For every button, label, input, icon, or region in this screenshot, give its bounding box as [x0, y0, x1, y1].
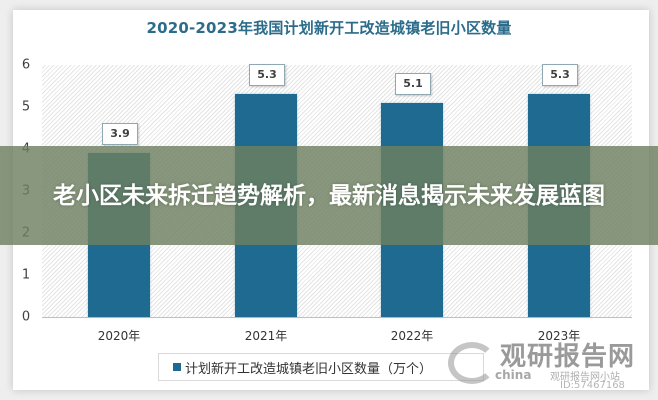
x-tick: 2020年	[97, 329, 141, 343]
data-label: 5.3	[249, 64, 285, 87]
headline-text: 老小区未来拆迁趋势解析，最新消息揭示未来发展蓝图	[53, 182, 605, 209]
headline-banner: 老小区未来拆迁趋势解析，最新消息揭示未来发展蓝图	[0, 146, 658, 245]
data-label: 5.3	[542, 64, 578, 87]
legend-swatch-icon	[173, 363, 181, 371]
x-axis-line	[42, 317, 632, 318]
legend-label: 计划新开工改造城镇老旧小区数量（万个）	[185, 361, 433, 377]
watermark-account: 观研报告网小站	[550, 372, 620, 383]
data-label: 3.9	[102, 123, 138, 146]
x-tick: 2023年	[537, 329, 581, 343]
y-tick: 0	[21, 309, 31, 325]
y-tick: 1	[21, 267, 31, 283]
y-tick: 6	[21, 57, 31, 73]
chart-title: 2020-2023年我国计划新开工改造城镇老旧小区数量	[146, 19, 512, 37]
x-tick: 2022年	[390, 329, 434, 343]
watermark-prefix: china	[495, 368, 532, 382]
y-tick: 5	[21, 99, 31, 115]
watermark-id: ID:57467168	[560, 380, 625, 391]
data-label: 5.1	[395, 72, 431, 95]
watermark-logo-icon	[448, 342, 496, 384]
x-tick: 2021年	[244, 329, 288, 343]
legend: 计划新开工改造城镇老旧小区数量（万个）	[158, 353, 484, 381]
watermark: 观研报告网 china 观研报告网小站 ID:57467168	[440, 336, 655, 396]
watermark-brand: 观研报告网	[500, 342, 636, 372]
